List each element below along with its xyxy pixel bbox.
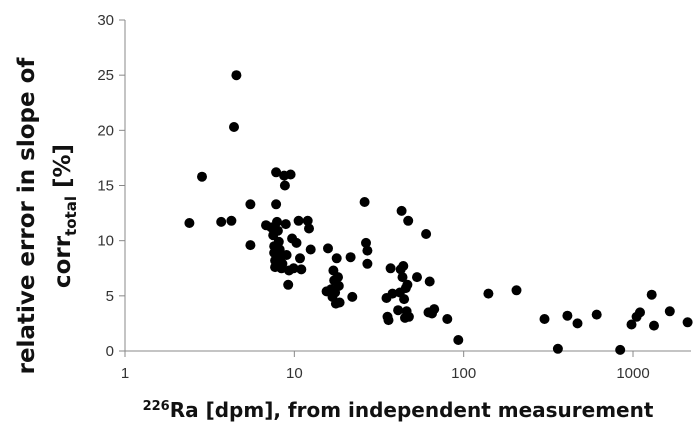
data-point xyxy=(229,122,239,132)
data-point xyxy=(397,272,408,283)
data-point xyxy=(403,215,414,226)
data-point xyxy=(562,310,573,321)
data-point xyxy=(402,279,413,290)
data-point xyxy=(361,237,371,248)
data-point xyxy=(649,320,659,331)
y-tick-label: 0 xyxy=(106,343,114,360)
data-point xyxy=(347,291,358,302)
data-point xyxy=(277,258,288,269)
data-point xyxy=(399,294,410,305)
data-point xyxy=(245,240,256,251)
y-axis-title-subscript: total xyxy=(62,196,80,236)
x-axis-title: 226Ra [dpm], from independent measuremen… xyxy=(143,398,654,422)
data-point xyxy=(393,305,404,316)
x-axis: 1 10 100 1000 xyxy=(121,350,691,382)
data-point xyxy=(359,197,370,207)
data-point xyxy=(453,335,464,345)
data-point xyxy=(396,205,407,216)
y-axis: 0 5 10 15 20 25 30 xyxy=(97,12,126,360)
data-point xyxy=(274,244,285,255)
data-point xyxy=(511,285,522,296)
y-axis-title-line1: relative error in slope of xyxy=(14,57,40,375)
data-point xyxy=(615,344,626,355)
y-tick-label: 30 xyxy=(97,12,114,29)
y-tick-label: 15 xyxy=(97,178,114,195)
data-point xyxy=(333,280,344,291)
data-point xyxy=(385,263,396,274)
y-tick-label: 10 xyxy=(97,233,114,250)
y-axis-title-line2: corrtotal [%] xyxy=(50,144,80,288)
y-axis-title: relative error in slope of corrtotal [%] xyxy=(14,57,80,375)
y-tick-label: 20 xyxy=(97,122,114,139)
data-point xyxy=(226,215,237,226)
data-point xyxy=(334,297,345,308)
data-point xyxy=(635,307,645,318)
y-axis-title-unit: [%] xyxy=(50,144,76,196)
data-point xyxy=(429,304,440,315)
data-point xyxy=(362,245,373,256)
data-point xyxy=(304,223,314,234)
data-point xyxy=(271,167,282,178)
data-point xyxy=(305,244,316,255)
data-point xyxy=(572,318,583,329)
data-point xyxy=(281,250,292,260)
data-point xyxy=(280,219,291,230)
data-point xyxy=(664,306,675,317)
data-point xyxy=(283,279,294,290)
y-tick-label: 25 xyxy=(97,67,114,84)
data-point xyxy=(398,261,409,271)
data-point xyxy=(331,253,342,264)
data-point xyxy=(291,237,302,248)
data-point xyxy=(293,215,304,226)
data-point xyxy=(279,180,290,191)
x-tick-label: 10 xyxy=(286,365,303,382)
data-point xyxy=(403,311,414,322)
data-point xyxy=(273,236,284,247)
data-point xyxy=(288,263,299,274)
data-point xyxy=(333,272,343,283)
x-tick-label: 1000 xyxy=(616,365,649,382)
data-point xyxy=(285,169,296,180)
data-point xyxy=(245,199,256,210)
data-point xyxy=(539,314,550,324)
data-point xyxy=(412,272,422,283)
data-point xyxy=(302,215,313,226)
data-point xyxy=(272,225,283,236)
data-point xyxy=(296,264,307,275)
data-point xyxy=(626,319,637,330)
data-point xyxy=(345,252,356,263)
data-point xyxy=(421,229,432,239)
x-axis-title-superscript: 226 xyxy=(143,399,170,414)
x-tick-label: 1 xyxy=(121,365,129,382)
data-point xyxy=(362,258,373,269)
data-point xyxy=(197,171,207,182)
data-point xyxy=(424,276,435,287)
data-point xyxy=(591,309,602,320)
data-point xyxy=(323,243,333,254)
data-point xyxy=(272,216,282,227)
data-point xyxy=(442,314,453,324)
data-point xyxy=(483,288,494,299)
data-point xyxy=(552,343,563,354)
y-tick-label: 5 xyxy=(106,288,114,305)
data-point xyxy=(231,70,242,81)
data-point xyxy=(216,216,227,227)
data-point xyxy=(383,315,394,326)
data-point xyxy=(271,199,282,210)
x-tick-label: 100 xyxy=(451,365,476,382)
data-point xyxy=(295,253,305,264)
data-point xyxy=(184,218,195,228)
y-axis-title-corr: corr xyxy=(50,235,76,288)
data-points xyxy=(184,70,693,355)
data-point xyxy=(387,288,398,299)
x-axis-title-main: Ra [dpm], from independent measurement xyxy=(170,398,654,422)
data-point xyxy=(646,289,657,300)
data-point xyxy=(682,317,693,328)
